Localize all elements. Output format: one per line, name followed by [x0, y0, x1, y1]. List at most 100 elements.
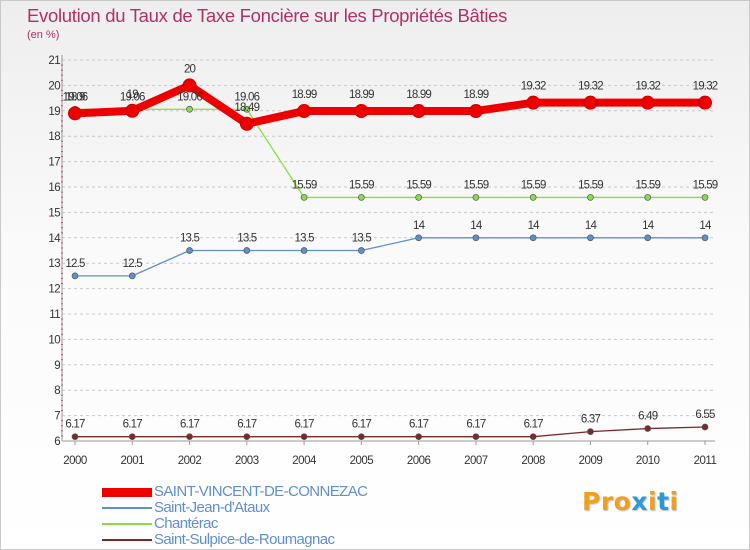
- data-label: 15.59: [292, 179, 317, 191]
- x-tick-label: 2011: [694, 455, 717, 467]
- data-point: [297, 104, 312, 119]
- data-label: 14: [585, 220, 598, 232]
- data-label: 18.99: [406, 89, 431, 101]
- legend-swatch: [102, 539, 152, 541]
- data-point: [468, 104, 483, 119]
- data-label: 15.59: [521, 179, 546, 191]
- y-tick-label: 21: [48, 55, 60, 67]
- data-point: [644, 194, 652, 201]
- data-label: 20: [184, 63, 196, 75]
- data-point: [587, 234, 594, 242]
- logo-letter: x: [631, 487, 648, 516]
- data-point: [644, 425, 652, 432]
- chart-title: Evolution du Taux de Taxe Foncière sur l…: [27, 5, 508, 26]
- data-label: 14: [528, 220, 541, 232]
- data-point: [243, 247, 251, 254]
- data-point: [472, 234, 480, 242]
- y-tick-label: 19: [48, 106, 60, 118]
- data-label: 13.5: [180, 233, 200, 245]
- data-point: [243, 105, 251, 113]
- y-tick-label: 6: [54, 436, 60, 448]
- data-label: 6.17: [237, 419, 257, 431]
- y-tick-label: 9: [54, 360, 60, 372]
- y-tick-label: 8: [54, 385, 60, 397]
- y-tick-label: 11: [49, 309, 60, 321]
- data-point: [644, 234, 652, 242]
- logo-letter: i: [669, 487, 679, 516]
- legend-item: SAINT-VINCENT-DE-CONNEZAC: [102, 484, 368, 500]
- data-point: [300, 433, 308, 441]
- data-label: 18.99: [464, 89, 489, 101]
- legend-swatch: [102, 487, 152, 497]
- data-label: 15.59: [693, 179, 718, 191]
- data-label: 6.17: [352, 419, 372, 431]
- data-point: [415, 433, 422, 441]
- logo-letter: r: [600, 487, 614, 516]
- data-point: [698, 95, 712, 110]
- legend-item: Saint-Sulpice-de-Roumagnac: [102, 532, 367, 548]
- y-tick-label: 17: [48, 157, 60, 169]
- data-point: [415, 194, 422, 201]
- legend: SAINT-VINCENT-DE-CONNEZAC Saint-Jean-d'At…: [102, 484, 368, 548]
- data-point: [68, 106, 82, 121]
- legend-swatch: [102, 523, 152, 525]
- logo-letter: o: [613, 487, 632, 516]
- data-label: 14: [413, 220, 426, 232]
- x-tick-label: 2004: [292, 455, 317, 467]
- data-point: [529, 433, 537, 441]
- data-label: 15.59: [349, 179, 374, 191]
- series-line: [74, 108, 706, 199]
- x-tick-label: 2005: [350, 455, 374, 467]
- data-point: [701, 234, 709, 242]
- data-point: [71, 272, 79, 280]
- y-tick-label: 15: [48, 207, 60, 219]
- x-tick-label: 2010: [636, 455, 660, 467]
- data-label: 19: [127, 89, 139, 101]
- series-line: [71, 81, 709, 128]
- grid-lines: [62, 59, 715, 417]
- data-label: 6.37: [581, 414, 601, 426]
- data-point: [186, 247, 193, 254]
- data-point: [587, 194, 594, 201]
- legend-item: Chantérac: [102, 516, 367, 532]
- data-label: 6.17: [294, 419, 314, 431]
- data-label: 15.59: [406, 179, 431, 191]
- data-point: [701, 423, 709, 431]
- x-tick-label: 2003: [235, 455, 259, 467]
- data-point: [411, 104, 426, 119]
- data-label: 19.32: [635, 81, 660, 93]
- data-label: 12.5: [123, 258, 143, 270]
- data-point: [358, 194, 365, 201]
- data-point: [640, 95, 655, 110]
- data-label: 6.17: [123, 419, 143, 431]
- chart-unit-label: (en %): [27, 29, 60, 41]
- x-tick-label: 2009: [579, 455, 603, 467]
- x-tick-label: 2006: [407, 455, 431, 467]
- y-tick-label: 7: [54, 411, 60, 423]
- y-tick-label: 20: [48, 80, 60, 92]
- x-tick-label: 2008: [521, 455, 545, 467]
- data-label: 19.32: [693, 81, 718, 93]
- data-label: 6.17: [180, 419, 200, 431]
- data-labels: 19.06 19.06 19.06 19.06 15.59 15.59 15.59 15.59…: [63, 63, 719, 431]
- series-line: [74, 237, 706, 277]
- data-point: [239, 116, 254, 131]
- x-tick-label: 2002: [178, 455, 202, 467]
- x-tick-label: 2000: [63, 455, 87, 467]
- y-tick-label: 18: [48, 131, 60, 143]
- data-point: [472, 194, 480, 201]
- proxiti-logo: Proxiti: [582, 487, 679, 516]
- data-point: [300, 194, 308, 201]
- data-label: 15.59: [635, 179, 660, 191]
- data-point: [128, 272, 136, 280]
- data-label: 19.06: [120, 91, 145, 103]
- data-label: 13.5: [237, 233, 257, 245]
- axes: 6 7 8 9 10 11 12 13 14 15 16 17 18 19 20 21 2000 2001 2002…: [48, 55, 717, 467]
- data-label: 6.17: [409, 419, 429, 431]
- data-point: [529, 234, 537, 242]
- data-label: 6.55: [695, 409, 715, 421]
- data-label: 18.9: [65, 91, 85, 103]
- data-point: [182, 78, 197, 93]
- y-tick-label: 10: [48, 334, 60, 346]
